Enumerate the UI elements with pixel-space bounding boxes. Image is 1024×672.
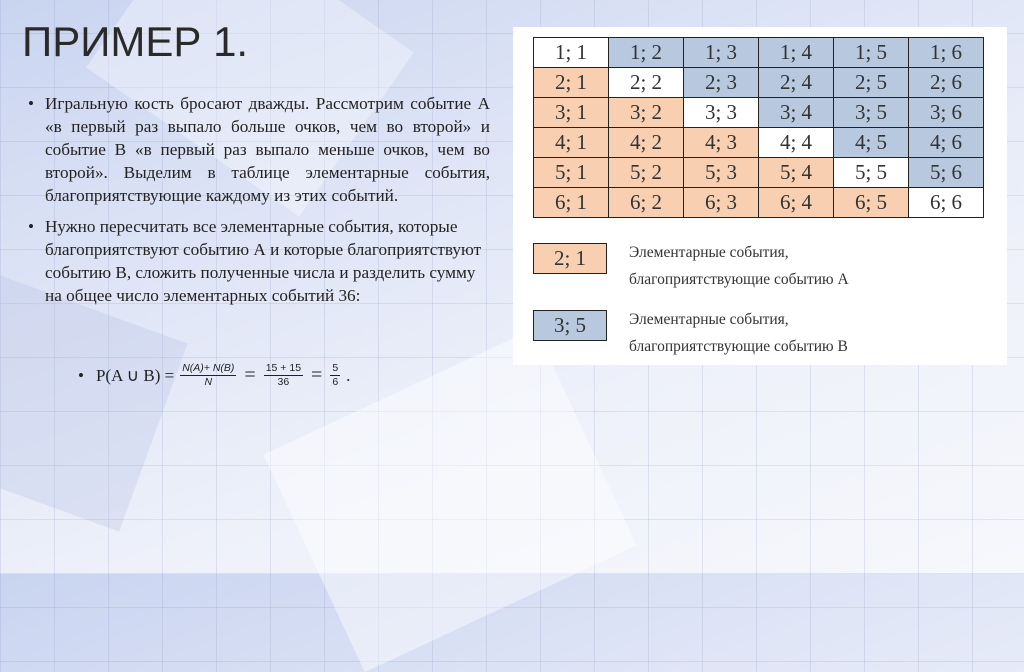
table-cell: 2; 5 — [833, 67, 909, 98]
legend-item-b: 3; 5 Элементарные события, благоприятств… — [533, 310, 848, 360]
table-cell: 3; 3 — [683, 97, 759, 128]
legend-sample: 3; 5 — [533, 310, 607, 341]
slide-body: Игральную кость бросают дважды. Рассмотр… — [28, 92, 490, 315]
outcomes-panel: 1; 1 1; 2 1; 3 1; 4 1; 5 1; 6 2; 1 2; 2 2; 3 2; 4… — [513, 27, 1007, 365]
legend-line: благоприятствующие событию А — [629, 271, 849, 288]
legend-line: Элементарные события, — [629, 311, 789, 328]
table-row: 4; 1 4; 2 4; 3 4; 4 4; 5 4; 6 — [533, 127, 984, 158]
table-cell: 3; 5 — [833, 97, 909, 128]
table-cell: 5; 6 — [908, 157, 984, 188]
table-cell: 6; 6 — [908, 187, 984, 218]
table-cell: 2; 4 — [758, 67, 834, 98]
table-cell: 3; 1 — [533, 97, 609, 128]
table-row: 3; 1 3; 2 3; 3 3; 4 3; 5 3; 6 — [533, 97, 984, 128]
table-cell: 2; 2 — [608, 67, 684, 98]
denominator: N — [204, 376, 213, 388]
table-cell: 4; 5 — [833, 127, 909, 158]
table-cell: 5; 5 — [833, 157, 909, 188]
table-cell: 3; 6 — [908, 97, 984, 128]
fraction: 15 + 15 36 — [263, 362, 304, 389]
table-cell: 1; 6 — [908, 37, 984, 68]
bullet-item: Игральную кость бросают дважды. Рассмотр… — [28, 92, 490, 207]
numerator: 5 — [330, 362, 341, 376]
table-cell: 6; 4 — [758, 187, 834, 218]
table-cell: 6; 1 — [533, 187, 609, 218]
table-cell: 4; 3 — [683, 127, 759, 158]
numerator: 15 + 15 — [263, 362, 304, 376]
table-cell: 1; 4 — [758, 37, 834, 68]
numerator: N(A)+ N(B) — [180, 362, 237, 376]
table-row: 2; 1 2; 2 2; 3 2; 4 2; 5 2; 6 — [533, 67, 984, 98]
period: . — [346, 365, 351, 385]
legend-item-a: 2; 1 Элементарные события, благоприятств… — [533, 243, 849, 293]
legend-line: Элементарные события, — [629, 244, 789, 261]
table-cell: 1; 3 — [683, 37, 759, 68]
table-cell: 5; 4 — [758, 157, 834, 188]
denominator: 6 — [332, 376, 339, 388]
table-cell: 5; 1 — [533, 157, 609, 188]
slide-title: ПРИМЕР 1. — [22, 18, 249, 65]
table-cell: 1; 1 — [533, 37, 609, 68]
legend-line: благоприятствующие событию В — [629, 338, 848, 355]
table-cell: 3; 4 — [758, 97, 834, 128]
table-cell: 1; 5 — [833, 37, 909, 68]
table-cell: 6; 3 — [683, 187, 759, 218]
formula-lhs: P(A ∪ B) = — [95, 365, 175, 385]
table-row: 6; 1 6; 2 6; 3 6; 4 6; 5 6; 6 — [533, 187, 984, 218]
table-cell: 4; 6 — [908, 127, 984, 158]
table-cell: 4; 1 — [533, 127, 609, 158]
table-cell: 3; 2 — [608, 97, 684, 128]
denominator: 36 — [277, 376, 290, 388]
bullet-item: Нужно пересчитать все элементарные событ… — [28, 215, 490, 307]
table-cell: 4; 4 — [758, 127, 834, 158]
table-cell: 5; 2 — [608, 157, 684, 188]
table-cell: 4; 2 — [608, 127, 684, 158]
table-cell: 6; 2 — [608, 187, 684, 218]
table-cell: 6; 5 — [833, 187, 909, 218]
table-cell: 2; 3 — [683, 67, 759, 98]
fraction: N(A)+ N(B) N — [180, 362, 237, 389]
probability-formula: P(A ∪ B) = N(A)+ N(B) N = 15 + 15 36 = 5… — [78, 362, 350, 389]
table-row: 1; 1 1; 2 1; 3 1; 4 1; 5 1; 6 — [533, 37, 984, 68]
equals-sign: = — [311, 364, 323, 386]
table-cell: 2; 1 — [533, 67, 609, 98]
table-cell: 2; 6 — [908, 67, 984, 98]
table-cell: 5; 3 — [683, 157, 759, 188]
legend-text: Элементарные события, благоприятствующие… — [629, 239, 849, 293]
outcomes-table: 1; 1 1; 2 1; 3 1; 4 1; 5 1; 6 2; 1 2; 2 2; 3 2; 4… — [533, 37, 984, 218]
table-cell: 1; 2 — [608, 37, 684, 68]
legend-text: Элементарные события, благоприятствующие… — [629, 306, 848, 360]
fraction: 5 6 — [330, 362, 341, 389]
legend-sample: 2; 1 — [533, 243, 607, 274]
table-row: 5; 1 5; 2 5; 3 5; 4 5; 5 5; 6 — [533, 157, 984, 188]
equals-sign: = — [244, 364, 256, 386]
